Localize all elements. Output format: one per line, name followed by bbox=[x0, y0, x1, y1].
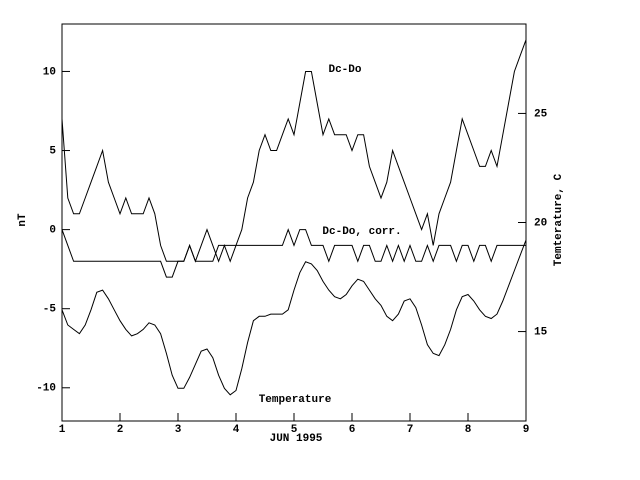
y2-tick-label: 15 bbox=[534, 326, 548, 338]
x-tick-label: 8 bbox=[465, 424, 472, 436]
series-label: Dc-Do, corr. bbox=[322, 226, 401, 238]
x-tick-label: 3 bbox=[175, 424, 182, 436]
y2-axis-label: Temterature, C bbox=[553, 173, 565, 266]
x-tick-label: 1 bbox=[59, 424, 66, 436]
x-tick-label: 2 bbox=[117, 424, 124, 436]
series-line bbox=[61, 228, 526, 278]
plot-frame bbox=[61, 23, 527, 422]
series-label: Temperature bbox=[259, 394, 332, 406]
series-line bbox=[61, 39, 527, 262]
y-tick-label: -10 bbox=[36, 383, 56, 395]
y-axis-label: nT bbox=[17, 213, 29, 227]
y2-tick-label: 25 bbox=[534, 108, 548, 120]
y-tick-label: -5 bbox=[43, 304, 57, 316]
x-tick-label: 6 bbox=[349, 424, 356, 436]
y-tick-label: 0 bbox=[49, 225, 56, 237]
y2-tick-label: 20 bbox=[534, 217, 547, 229]
y-tick-label: 5 bbox=[49, 145, 56, 157]
x-axis-label: JUN 1995 bbox=[270, 433, 323, 445]
x-tick-label: 9 bbox=[523, 424, 530, 436]
x-tick-label: 7 bbox=[407, 424, 414, 436]
series-label: Dc-Do bbox=[328, 64, 361, 76]
y-tick-label: 10 bbox=[43, 66, 56, 78]
x-tick-label: 4 bbox=[233, 424, 240, 436]
series-line bbox=[61, 239, 527, 396]
x-tick-label: 5 bbox=[291, 424, 298, 436]
